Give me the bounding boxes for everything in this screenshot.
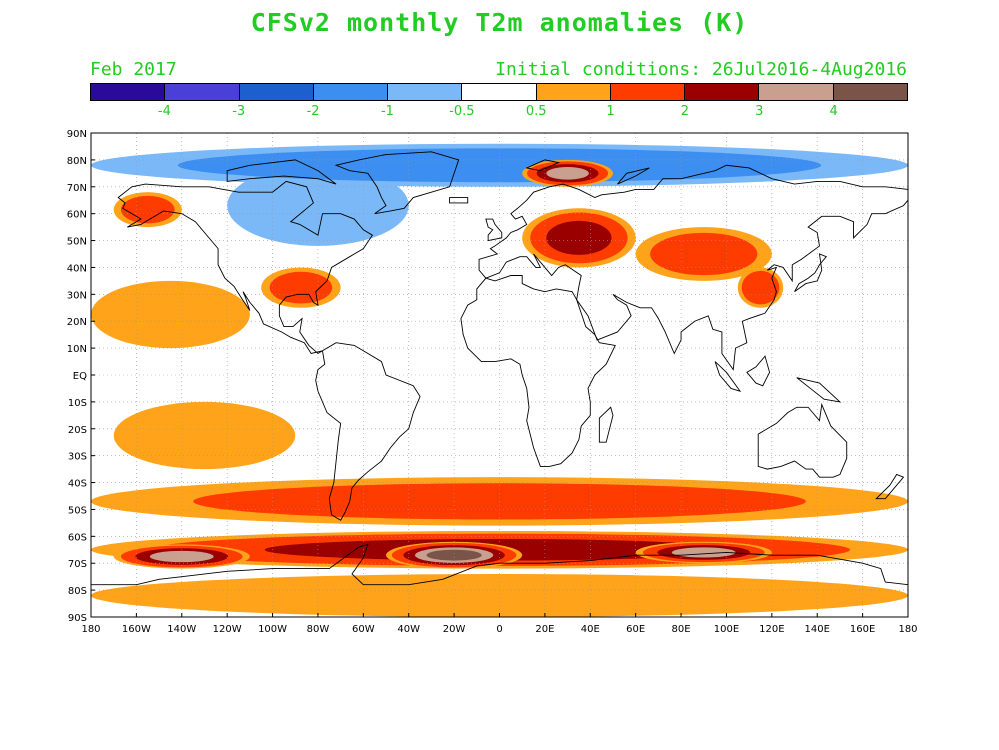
latitude-tick-label: 90N bbox=[67, 129, 87, 140]
latitude-tick-label: 20S bbox=[68, 425, 87, 436]
coastline bbox=[449, 197, 469, 204]
longitude-tick-label: 20E bbox=[535, 624, 554, 635]
longitude-tick-label: 80W bbox=[307, 624, 330, 635]
anomaly-region bbox=[91, 280, 250, 349]
longitude-tick-label: 60W bbox=[352, 624, 375, 635]
latitude-tick-label: 10S bbox=[68, 398, 87, 409]
colorbar-swatch bbox=[759, 84, 834, 100]
colorbar-swatch bbox=[610, 84, 686, 100]
coastline bbox=[714, 361, 742, 392]
anomaly-region bbox=[546, 167, 589, 180]
colorbar-tick-label: -2 bbox=[306, 104, 320, 119]
colorbar-swatch bbox=[313, 84, 389, 100]
longitude-tick-label: 20W bbox=[443, 624, 466, 635]
longitude-tick-label: 140E bbox=[805, 624, 830, 635]
anomaly-region bbox=[91, 573, 908, 617]
anomaly-region bbox=[149, 550, 214, 563]
colorbar-tick-label: -4 bbox=[157, 104, 171, 119]
valid-month-label: Feb 2017 bbox=[90, 59, 177, 80]
latitude-tick-label: 60N bbox=[67, 210, 87, 221]
coastline bbox=[226, 159, 337, 185]
coastline bbox=[334, 151, 460, 215]
colorbar-tick-label: 0.5 bbox=[525, 104, 547, 119]
longitude-tick-label: 100E bbox=[714, 624, 739, 635]
colorbar-swatch bbox=[239, 84, 314, 100]
latitude-tick-label: 50S bbox=[68, 505, 87, 516]
latitude-tick-label: 90S bbox=[68, 613, 87, 624]
coastline bbox=[598, 406, 614, 443]
coastline bbox=[117, 180, 374, 355]
latitude-tick-label: 40S bbox=[68, 479, 87, 490]
latitude-tick-label: 70N bbox=[67, 183, 87, 194]
anomaly-region bbox=[650, 232, 758, 276]
longitude-tick-label: 60E bbox=[626, 624, 645, 635]
coastline bbox=[794, 253, 828, 293]
initial-conditions-label: Initial conditions: 26Jul2016-4Aug2016 bbox=[495, 59, 907, 80]
coastline bbox=[478, 164, 908, 371]
coastline bbox=[617, 167, 650, 185]
longitude-tick-label: 120E bbox=[759, 624, 784, 635]
longitude-tick-label: 120W bbox=[213, 624, 242, 635]
longitude-tick-label: 180 bbox=[81, 624, 100, 635]
longitude-tick-label: 0 bbox=[496, 624, 502, 635]
latitude-tick-label: 80N bbox=[67, 156, 87, 167]
longitude-tick-label: 100W bbox=[258, 624, 287, 635]
longitude-tick-label: 40E bbox=[581, 624, 600, 635]
latitude-tick-label: 60S bbox=[68, 532, 87, 543]
longitude-tick-label: 40W bbox=[397, 624, 420, 635]
anomaly-region bbox=[741, 270, 780, 305]
coastline bbox=[485, 218, 503, 242]
longitude-tick-label: 160W bbox=[122, 624, 151, 635]
colorbar-tick-label: 1 bbox=[606, 104, 615, 119]
anomaly-region bbox=[120, 195, 175, 224]
latitude-tick-label: 30S bbox=[68, 452, 87, 463]
latitude-tick-label: 40N bbox=[67, 263, 87, 274]
anomaly-region bbox=[546, 220, 612, 255]
coastline bbox=[460, 275, 616, 467]
coastline bbox=[91, 543, 908, 617]
anomaly-region bbox=[269, 271, 333, 304]
latitude-tick-label: EQ bbox=[73, 371, 87, 382]
longitude-tick-label: 80E bbox=[672, 624, 691, 635]
colorbar-swatch bbox=[91, 84, 166, 100]
coastline bbox=[525, 159, 560, 172]
longitude-tick-label: 180 bbox=[898, 624, 917, 635]
latitude-tick-label: 50N bbox=[67, 237, 87, 248]
latitude-tick-label: 70S bbox=[68, 559, 87, 570]
coastlines bbox=[91, 151, 908, 617]
longitude-tick-label: 140W bbox=[167, 624, 196, 635]
colorbar-tick-label: 4 bbox=[829, 104, 838, 119]
colorbar bbox=[90, 83, 908, 101]
colorbar-tick-label: -0.5 bbox=[449, 104, 475, 119]
longitude-tick-label: 160E bbox=[850, 624, 875, 635]
anomaly-region bbox=[113, 401, 296, 470]
colorbar-tick-label: -1 bbox=[380, 104, 394, 119]
colorbar-swatch bbox=[536, 84, 611, 100]
coastline bbox=[746, 355, 771, 387]
colorbar-swatch bbox=[833, 84, 907, 100]
graticule bbox=[91, 133, 908, 617]
colorbar-swatch bbox=[165, 84, 240, 100]
colorbar-tick-label: -3 bbox=[232, 104, 246, 119]
map-title: CFSv2 monthly T2m anomalies (K) bbox=[250, 8, 749, 37]
colorbar-tick-label: 3 bbox=[755, 104, 764, 119]
latitude-tick-label: 20N bbox=[67, 317, 87, 328]
anomaly-region bbox=[426, 549, 482, 561]
coastline bbox=[757, 402, 848, 478]
coastline bbox=[875, 473, 905, 500]
coastline bbox=[315, 342, 421, 521]
latitude-tick-label: 10N bbox=[67, 344, 87, 355]
coastline bbox=[796, 377, 842, 403]
anomaly-field bbox=[91, 143, 908, 617]
axis-ticks: 90N 80N 70N 60N 50N 40N 30N 20N 10N EQ 10S 20S 30S 40… bbox=[67, 129, 918, 635]
colorbar-swatch bbox=[388, 84, 463, 100]
latitude-tick-label: 80S bbox=[68, 586, 87, 597]
colorbar-swatch bbox=[685, 84, 760, 100]
latitude-tick-label: 30N bbox=[67, 290, 87, 301]
colorbar-swatch bbox=[462, 84, 537, 100]
colorbar-tick-label: 2 bbox=[680, 104, 690, 119]
